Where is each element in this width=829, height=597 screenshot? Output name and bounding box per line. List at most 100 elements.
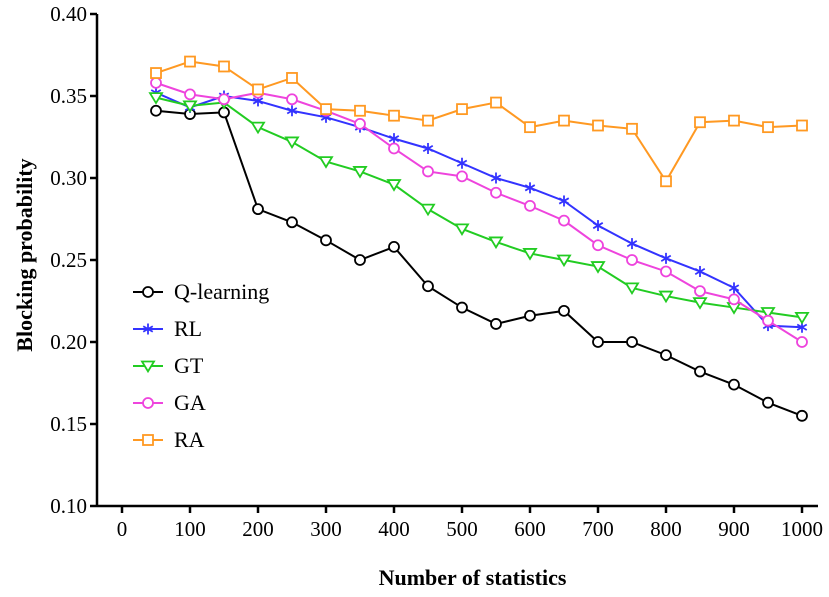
data-point xyxy=(558,304,570,317)
data-point xyxy=(150,76,162,89)
legend-item: RA xyxy=(133,427,205,452)
asterisk-stroke xyxy=(142,325,154,333)
data-point xyxy=(422,280,434,293)
x-tick-label: 200 xyxy=(242,517,274,541)
legend-marker xyxy=(142,323,154,335)
asterisk-stroke xyxy=(694,267,706,276)
data-point xyxy=(728,293,740,306)
data-point xyxy=(184,55,196,68)
data-point xyxy=(624,282,640,296)
data-point xyxy=(490,318,502,330)
asterisk-stroke xyxy=(456,159,468,167)
asterisk-stroke xyxy=(728,284,740,292)
data-point xyxy=(388,109,400,122)
x-tick-label: 700 xyxy=(582,517,614,541)
data-point xyxy=(694,285,706,298)
data-point xyxy=(386,179,402,192)
legend-label: GT xyxy=(174,353,204,378)
data-point xyxy=(796,336,808,348)
data-point xyxy=(796,119,808,132)
x-tick-label: 1000 xyxy=(781,517,823,541)
data-point xyxy=(794,311,810,325)
data-point xyxy=(150,67,162,79)
data-point xyxy=(558,214,570,227)
data-point xyxy=(388,142,400,155)
data-point xyxy=(150,104,162,117)
x-tick-label: 100 xyxy=(174,517,206,541)
series-line xyxy=(155,109,803,417)
data-point xyxy=(286,72,298,84)
data-point xyxy=(592,336,604,348)
asterisk-stroke xyxy=(524,184,536,192)
legend-label: RL xyxy=(174,316,202,341)
asterisk-stroke xyxy=(626,240,638,248)
data-point xyxy=(558,114,570,127)
data-point xyxy=(558,195,570,207)
data-point xyxy=(422,165,434,178)
data-point xyxy=(318,156,334,169)
series-line xyxy=(155,91,803,329)
asterisk-stroke xyxy=(490,174,502,182)
data-point xyxy=(284,136,300,150)
x-tick-label: 600 xyxy=(514,517,546,541)
legend-label: Q-learning xyxy=(174,279,269,304)
data-point xyxy=(694,365,706,378)
asterisk-stroke xyxy=(388,135,400,143)
series-ra xyxy=(150,55,808,188)
legend-item: Q-learning xyxy=(133,279,269,304)
data-point xyxy=(422,114,434,127)
series-group xyxy=(148,55,810,422)
data-point xyxy=(456,170,468,183)
data-point xyxy=(252,203,264,216)
x-tick-label: 900 xyxy=(718,517,750,541)
y-tick-label: 0.20 xyxy=(50,330,87,354)
data-point xyxy=(626,238,638,250)
legend-item: RL xyxy=(133,316,202,341)
x-tick-label: 400 xyxy=(378,517,410,541)
data-point xyxy=(456,103,468,116)
y-tick-label: 0.10 xyxy=(50,494,87,518)
axes xyxy=(95,14,818,508)
data-point xyxy=(218,93,230,106)
asterisk-stroke xyxy=(252,97,264,105)
data-point xyxy=(760,307,776,320)
asterisk-stroke xyxy=(592,222,604,230)
data-point xyxy=(488,236,504,250)
data-point xyxy=(522,248,538,261)
legend: Q-learning RL GT GA RA xyxy=(133,279,269,452)
data-point xyxy=(592,119,604,132)
data-point xyxy=(524,199,536,212)
data-point xyxy=(148,92,164,105)
data-point xyxy=(490,186,502,199)
y-tick-label: 0.30 xyxy=(50,166,87,190)
series-ga xyxy=(150,76,808,348)
data-point xyxy=(250,121,266,135)
data-point xyxy=(694,116,706,129)
data-point xyxy=(556,254,572,268)
data-point xyxy=(590,261,606,274)
y-tick-label: 0.40 xyxy=(50,2,87,26)
data-point xyxy=(490,172,502,184)
data-point xyxy=(762,121,774,134)
series-q-learning xyxy=(150,104,808,422)
legend-label: GA xyxy=(174,390,206,415)
data-point xyxy=(658,290,674,304)
data-point xyxy=(354,117,366,130)
legend-item: GT xyxy=(133,353,204,378)
legend-item: GA xyxy=(133,390,206,415)
data-point xyxy=(388,240,400,253)
legend-marker xyxy=(140,360,156,374)
data-point xyxy=(796,409,808,422)
data-point xyxy=(660,252,672,264)
data-point xyxy=(286,105,298,117)
data-point xyxy=(354,254,366,266)
data-point xyxy=(626,254,638,266)
data-point xyxy=(388,133,400,145)
data-point xyxy=(592,220,604,232)
data-point xyxy=(660,265,672,278)
data-point xyxy=(524,309,536,322)
tick-labels: 0.10 0.15 0.20 0.25 0.30 0.35 0.40 0 100 200 300 40… xyxy=(50,2,823,541)
data-point xyxy=(352,166,368,179)
data-point xyxy=(762,396,774,409)
y-tick-label: 0.15 xyxy=(50,412,87,436)
